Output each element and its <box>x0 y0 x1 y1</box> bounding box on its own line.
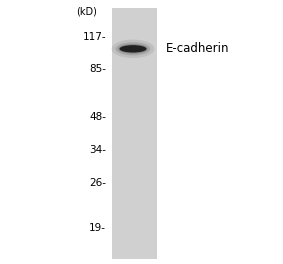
Ellipse shape <box>119 45 147 53</box>
Ellipse shape <box>115 42 151 55</box>
Ellipse shape <box>112 40 155 58</box>
Text: 48-: 48- <box>89 112 106 122</box>
Text: 34-: 34- <box>89 145 106 155</box>
Text: 19-: 19- <box>89 223 106 233</box>
Ellipse shape <box>118 44 148 54</box>
Text: 26-: 26- <box>89 178 106 188</box>
Text: E-cadherin: E-cadherin <box>166 42 229 55</box>
Text: 117-: 117- <box>83 32 106 43</box>
Bar <box>112 8 157 259</box>
Text: (kD): (kD) <box>76 7 97 17</box>
Text: 85-: 85- <box>89 64 106 74</box>
